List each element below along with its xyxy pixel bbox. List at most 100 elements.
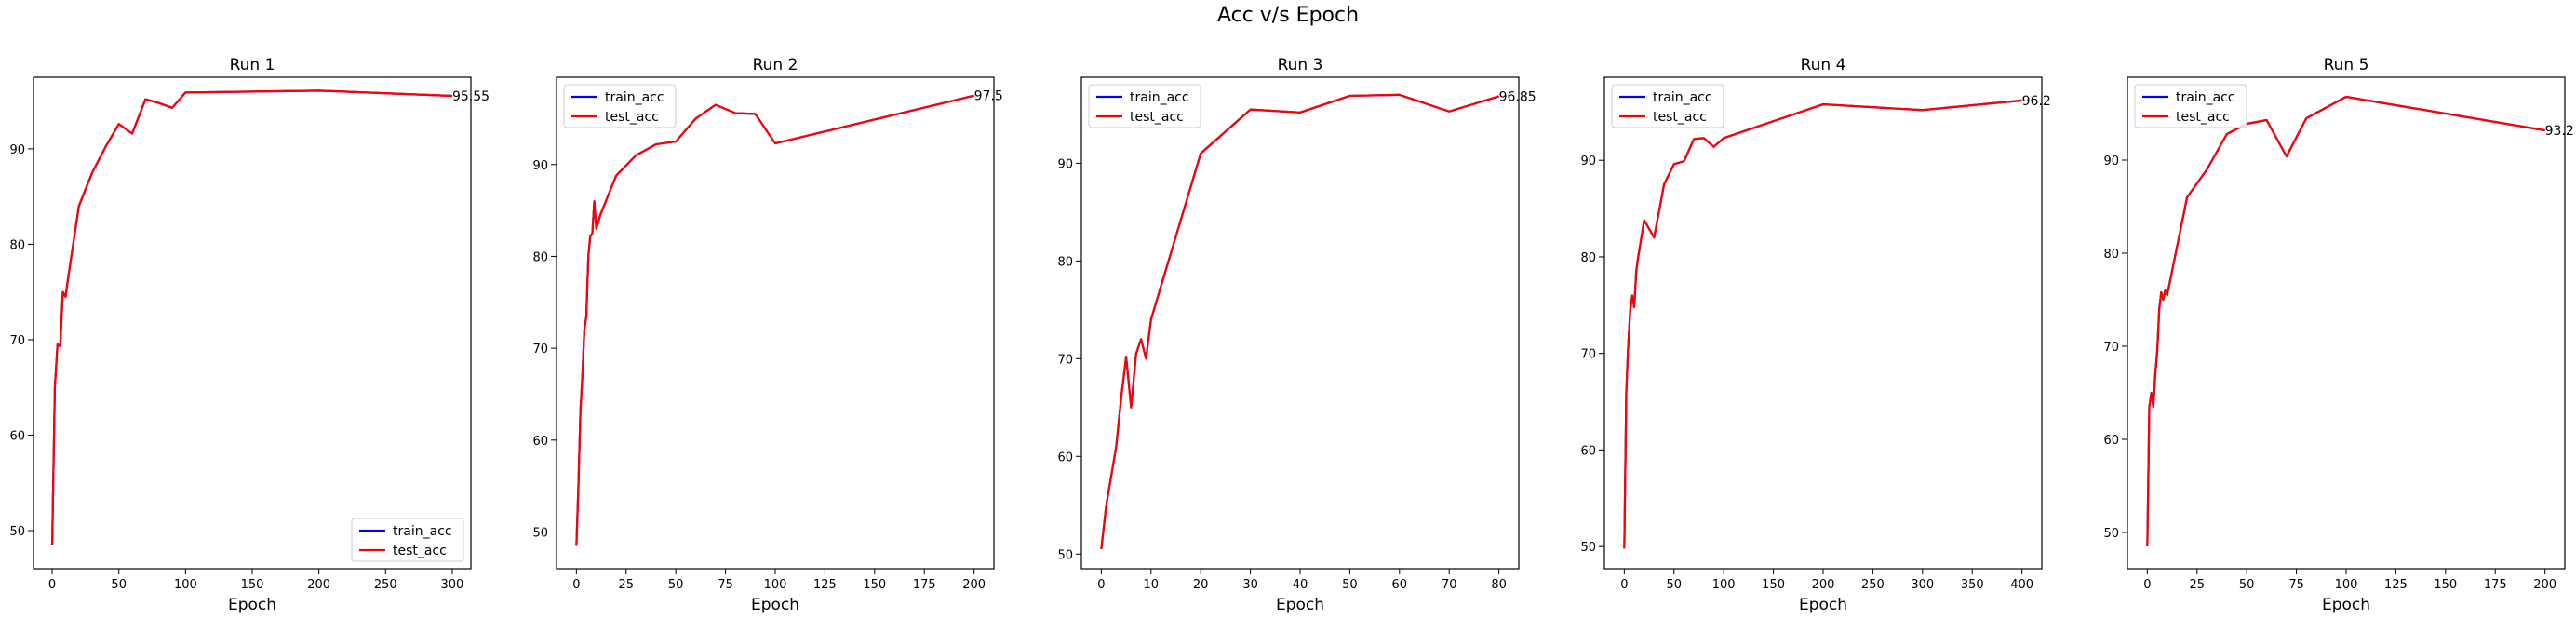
subplot-run-2: Run 2 97.5 0 25 50 75 100 125 150 175 200 50 60 70 80 9… bbox=[532, 56, 1002, 614]
y-tick-label: 80 bbox=[9, 238, 25, 252]
axes-frame bbox=[556, 76, 995, 570]
x-tick-label: 75 bbox=[718, 578, 733, 592]
legend-label-train-acc: train_acc bbox=[393, 524, 452, 539]
x-tick-label: 0 bbox=[2143, 578, 2151, 592]
y-tick-label: 90 bbox=[532, 159, 548, 173]
y-tick-label: 70 bbox=[2103, 341, 2119, 355]
x-tick-label: 200 bbox=[962, 578, 986, 592]
x-tick-label: 200 bbox=[2533, 578, 2556, 592]
x-tick-label: 100 bbox=[2335, 578, 2358, 592]
legend-label-test-acc: test_acc bbox=[2176, 110, 2230, 125]
x-tick-label: 125 bbox=[2384, 578, 2408, 592]
subplot-run-1: Run 195.550 50 100 150 200 250 3005060708090Ep… bbox=[9, 56, 490, 614]
x-tick-label: 175 bbox=[2484, 578, 2507, 592]
final-value-label: 97.5 bbox=[974, 89, 1003, 104]
series-line-train-acc bbox=[1100, 93, 1499, 550]
y-tick-label: 90 bbox=[9, 143, 25, 157]
x-tick-label: 40 bbox=[1293, 578, 1308, 592]
x-tick-label: 75 bbox=[2288, 578, 2304, 592]
axes-frame bbox=[1603, 76, 2043, 570]
y-tick-label: 60 bbox=[532, 435, 548, 449]
subplot-title: Run 5 bbox=[2324, 56, 2369, 74]
y-tick-label: 50 bbox=[1580, 541, 1596, 555]
y-tick-label: 60 bbox=[1580, 444, 1596, 458]
y-tick-label: 60 bbox=[9, 429, 25, 443]
y-tick-label: 90 bbox=[2103, 155, 2119, 168]
legend-label-test-acc: test_acc bbox=[605, 110, 659, 125]
x-tick-label: 50 bbox=[1342, 578, 1358, 592]
subplot-title: Run 4 bbox=[1801, 56, 1846, 74]
x-tick-label: 150 bbox=[241, 578, 264, 592]
series-line-test-acc bbox=[1623, 99, 2022, 549]
y-tick-label: 90 bbox=[1580, 155, 1596, 168]
y-tick-label: 60 bbox=[2103, 434, 2119, 448]
legend: train_acc test_acc bbox=[2134, 84, 2247, 128]
y-tick-label: 50 bbox=[1057, 548, 1073, 562]
x-axis-label: Epoch bbox=[751, 596, 799, 614]
final-value-label: 93.2 bbox=[2545, 124, 2574, 139]
x-tick-label: 50 bbox=[2239, 578, 2255, 592]
x-tick-label: 175 bbox=[913, 578, 936, 592]
y-tick-label: 80 bbox=[1580, 251, 1596, 265]
x-tick-label: 60 bbox=[1392, 578, 1408, 592]
y-tick-label: 70 bbox=[1580, 348, 1596, 362]
legend-label-test-acc: test_acc bbox=[1653, 110, 1707, 125]
subplot-title: Run 3 bbox=[1278, 56, 1323, 74]
series-line-train-acc bbox=[50, 89, 452, 545]
y-tick-label: 50 bbox=[532, 527, 548, 541]
legend: train_acc test_acc bbox=[351, 518, 464, 562]
series-line-test-acc bbox=[575, 94, 974, 546]
final-value-label: 96.2 bbox=[2022, 94, 2051, 109]
legend-label-test-acc: test_acc bbox=[393, 544, 447, 558]
series-line-train-acc bbox=[1623, 99, 2022, 549]
x-tick-label: 50 bbox=[668, 578, 684, 592]
legend-label-train-acc: train_acc bbox=[2176, 90, 2235, 105]
legend: train_acc test_acc bbox=[1088, 84, 1201, 128]
x-tick-label: 10 bbox=[1143, 578, 1159, 592]
x-tick-label: 200 bbox=[307, 578, 330, 592]
series-line-test-acc bbox=[1100, 93, 1499, 550]
x-tick-label: 25 bbox=[618, 578, 634, 592]
legend: train_acc test_acc bbox=[1611, 84, 1724, 128]
x-axis-label: Epoch bbox=[2322, 596, 2370, 614]
subplot-run-5: Run 5 93.2 0 25 50 75 100 125 150 175 200 50 60 70 80 9… bbox=[2103, 56, 2573, 614]
x-tick-label: 250 bbox=[374, 578, 397, 592]
subplot-run-3: Run 3 96.85 0 10 20 30 40 50 60 70 80 50 60 70 80 90 Epo… bbox=[1057, 56, 1536, 614]
y-tick-label: 90 bbox=[1057, 157, 1073, 171]
x-tick-label: 150 bbox=[1762, 578, 1785, 592]
y-tick-label: 80 bbox=[2103, 248, 2119, 262]
y-tick-label: 80 bbox=[1057, 255, 1073, 269]
series-line-test-acc bbox=[2146, 95, 2545, 547]
final-value-label: 96.85 bbox=[1499, 89, 1536, 104]
x-tick-label: 300 bbox=[1911, 578, 1934, 592]
legend-label-train-acc: train_acc bbox=[1653, 90, 1712, 105]
subplot-title: Run 2 bbox=[753, 56, 798, 74]
x-tick-label: 100 bbox=[174, 578, 197, 592]
legend-label-test-acc: test_acc bbox=[1130, 110, 1184, 125]
legend-label-train-acc: train_acc bbox=[605, 90, 664, 105]
x-tick-label: 125 bbox=[813, 578, 837, 592]
x-tick-label: 50 bbox=[111, 578, 127, 592]
x-tick-label: 30 bbox=[1242, 578, 1258, 592]
x-tick-label: 150 bbox=[2434, 578, 2457, 592]
y-tick-label: 50 bbox=[2103, 527, 2119, 541]
y-tick-label: 70 bbox=[532, 343, 548, 357]
subplot-title: Run 1 bbox=[230, 56, 275, 74]
x-tick-label: 200 bbox=[1812, 578, 1835, 592]
legend: train_acc test_acc bbox=[563, 84, 677, 128]
y-tick-label: 70 bbox=[1057, 353, 1073, 367]
x-tick-label: 70 bbox=[1442, 578, 1457, 592]
series-line-train-acc bbox=[2146, 95, 2545, 547]
figure-title: Acc v/s Epoch bbox=[1216, 4, 1360, 27]
legend-label-train-acc: train_acc bbox=[1130, 90, 1189, 105]
x-tick-label: 0 bbox=[572, 578, 580, 592]
x-tick-label: 350 bbox=[1961, 578, 1984, 592]
x-axis-label: Epoch bbox=[1276, 596, 1324, 614]
axes-frame bbox=[33, 76, 472, 570]
x-tick-label: 400 bbox=[2010, 578, 2033, 592]
y-tick-label: 70 bbox=[9, 334, 25, 348]
series-line-train-acc bbox=[575, 94, 974, 546]
x-axis-label: Epoch bbox=[228, 596, 276, 614]
y-tick-label: 60 bbox=[1057, 451, 1073, 464]
